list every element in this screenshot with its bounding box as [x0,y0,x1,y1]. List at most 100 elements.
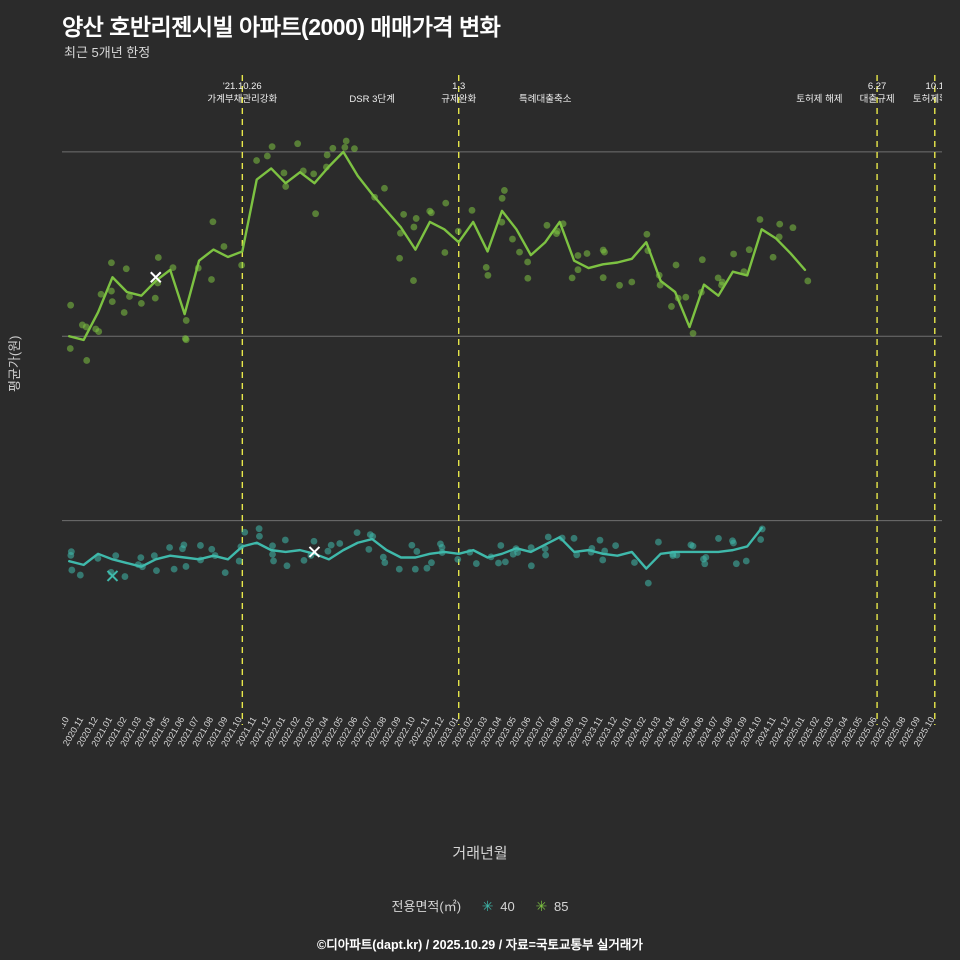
scatter-point [182,563,190,570]
scatter-point [730,539,737,547]
scatter-point [524,258,532,266]
scatter-point [410,223,418,231]
scatter-point [541,545,549,553]
scatter-point [583,250,591,257]
scatter-point [263,152,271,160]
legend-item-40[interactable]: ✳ 40 [479,898,519,914]
scatter-point [108,259,115,267]
footer-credit: ©디아파트(dapt.kr) / 2025.10.29 / 자료=국토교통부 실… [317,938,643,952]
scatter-point [221,569,229,577]
scatter-point [208,276,215,283]
scatter-point [150,552,158,560]
scatter-point [408,541,416,549]
scatter-point [300,556,308,564]
event-label: 규제완화 [441,94,476,105]
series-line-40 [68,526,763,570]
scatter-point [482,263,490,271]
scatter-point [644,579,652,587]
scatter-point [281,536,289,544]
scatter-point [428,559,435,567]
scatter-point [282,183,290,190]
scatter-point [324,547,332,555]
scatter-point [379,553,387,561]
scatter-point [197,542,204,549]
scatter-point [112,552,120,560]
scatter-point [235,557,243,565]
scatter-point [543,221,551,229]
scatter-point [67,301,75,309]
chart-svg: 1억2억3억'21.10.26가계부채관리강화1.3규제완화6.27대출규제10… [62,75,942,748]
scatter-point [342,137,350,145]
scatter-point [120,309,128,316]
scatter-point [397,229,404,237]
scatter-point [715,535,722,542]
scatter-point [776,220,784,228]
scatter-point [323,151,331,159]
scatter-point [68,566,76,574]
scatter-point [599,556,607,564]
scatter-point [410,277,417,284]
scatter-point [468,206,476,214]
scatter-point [396,254,403,262]
scatter-point [544,533,552,541]
scatter-point [574,266,582,274]
scatter-point [599,274,607,282]
scatter-point [668,303,675,310]
scatter-point [312,210,319,218]
chart-annotation: DSR 3단계 [349,93,394,105]
scatter-point [423,564,431,572]
scatter-point [269,542,276,550]
scatter-point [672,261,680,269]
scatter-point [154,254,162,261]
scatter-point [498,218,506,226]
scatter-point [97,290,105,298]
scatter-point [126,293,133,300]
scatter-point [756,216,764,223]
scatter-point [656,281,664,289]
scatter-point [253,157,260,164]
scatter-point [673,551,681,559]
scatter-point [596,536,604,544]
scatter-point [67,548,75,556]
scatter-point [689,542,697,550]
event-label: 1.3 [452,81,465,92]
scatter-point [553,230,560,238]
scatter-point [574,252,582,259]
scatter-point [381,184,388,192]
scatter-point [454,555,462,563]
event-label: 대출규제 [860,94,895,105]
scatter-point [182,317,190,324]
scatter-point [294,140,302,148]
scatter-point [655,538,662,546]
scatter-point [353,529,361,537]
scatter-point [108,287,115,295]
scatter-point [238,261,246,269]
scatter-point [256,532,263,540]
scatter-point [413,548,421,555]
scatter-point [66,345,74,352]
scatter-point [730,250,738,258]
scatter-point [804,277,812,285]
scatter-point [209,218,217,226]
scatter-point [742,557,750,565]
scatter-point [280,169,288,177]
scatter-point [437,540,444,548]
scatter-point [495,559,502,567]
scatter-point [369,532,377,540]
legend-marker-40-icon: ✳ [481,898,494,914]
legend-label-85: 85 [554,899,569,914]
scatter-point [108,298,116,306]
legend-title: 전용면적(㎡) [391,899,462,914]
scatter-point [472,560,480,567]
scatter-point [180,541,188,549]
scatter-point [153,567,160,575]
scatter-point [497,542,505,549]
scatter-point [122,265,130,273]
scatter-point [757,536,765,543]
scatter-point [573,551,581,559]
scatter-point [283,562,291,570]
scatter-point [631,559,638,566]
scatter-point [484,271,492,279]
scatter-point [426,207,434,215]
legend-item-85[interactable]: ✳ 85 [532,898,569,914]
